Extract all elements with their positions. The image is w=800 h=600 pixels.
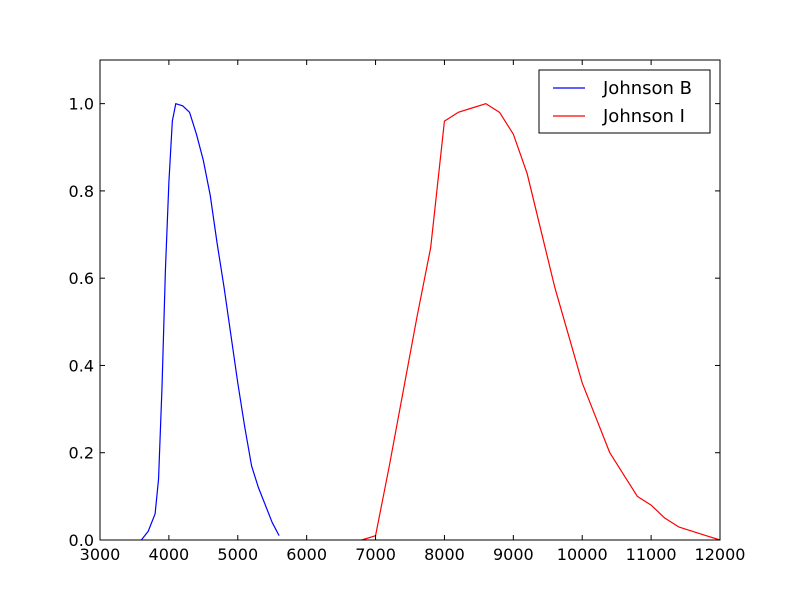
x-tick-label: 3000 — [80, 545, 121, 564]
x-tick-label: 4000 — [149, 545, 190, 564]
x-tick-label: 11000 — [626, 545, 677, 564]
plot-background — [100, 60, 720, 540]
plot-area — [99, 59, 721, 541]
y-tick-label: 0.2 — [69, 444, 94, 463]
tick-marks — [99, 60, 721, 541]
x-tick-label: 8000 — [424, 545, 465, 564]
y-tick-label: 1.0 — [69, 95, 94, 114]
x-tick-label: 10000 — [557, 545, 608, 564]
legend-label-johnson-b: Johnson B — [602, 78, 692, 99]
x-tick-label: 5000 — [217, 545, 258, 564]
legend: Johnson B Johnson I — [538, 69, 711, 134]
y-tick-label: 0.0 — [69, 531, 94, 550]
x-tick-label: 6000 — [286, 545, 327, 564]
legend-box — [538, 69, 711, 134]
axes-frame — [99, 59, 721, 541]
y-tick-label: 0.4 — [69, 356, 94, 375]
y-tick-labels: 0.0 0.2 0.4 0.6 0.8 1.0 — [69, 95, 94, 550]
legend-label-johnson-i: Johnson I — [602, 106, 685, 127]
x-tick-label: 7000 — [355, 545, 396, 564]
x-tick-label: 12000 — [695, 545, 746, 564]
x-tick-label: 9000 — [493, 545, 534, 564]
y-tick-label: 0.6 — [69, 269, 94, 288]
series-line-johnson-b — [140, 103, 280, 541]
y-tick-label: 0.8 — [69, 182, 94, 201]
series-line-johnson-i — [361, 103, 721, 541]
x-tick-labels: 3000 4000 5000 6000 7000 8000 9000 10000 11000 12… — [80, 545, 746, 564]
series-layer — [140, 103, 721, 541]
